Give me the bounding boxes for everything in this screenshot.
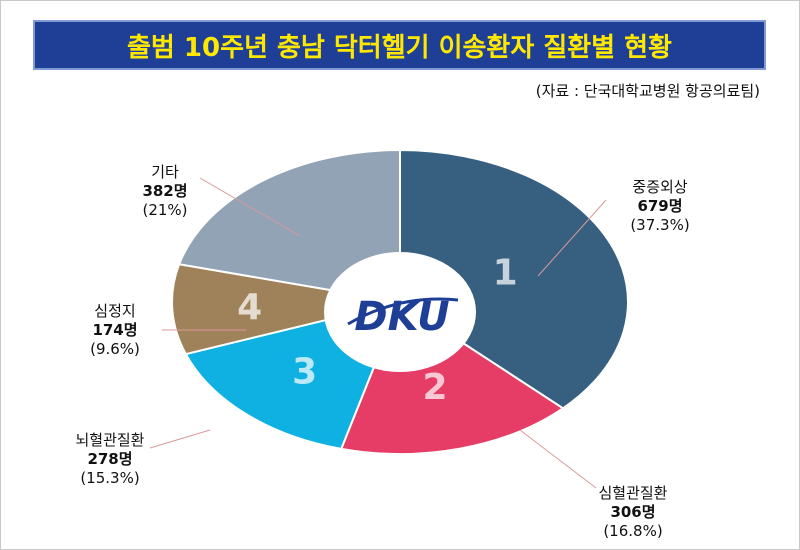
dku-logo: DKU bbox=[354, 294, 449, 340]
slice-trauma bbox=[399, 148, 629, 410]
slice-other bbox=[177, 148, 401, 304]
slice-count: 382명 bbox=[142, 182, 188, 200]
leader-line bbox=[537, 199, 607, 277]
slice-percent: (16.8%) bbox=[603, 522, 663, 540]
slice-cardiac-arrest bbox=[171, 263, 401, 356]
slice-name: 중증외상 bbox=[632, 178, 688, 196]
leader-line bbox=[199, 177, 301, 237]
slice-rank-3: 3 bbox=[292, 352, 317, 393]
title-banner: 출범 10주년 충남 닥터헬기 이송환자 질환별 현황 bbox=[33, 20, 766, 70]
slice-count: 306명 bbox=[610, 503, 656, 521]
slice-name: 심정지 bbox=[94, 302, 136, 320]
leader-line bbox=[519, 429, 597, 489]
slice-label-cardiac-arrest: 심정지 174명 (9.6%) bbox=[60, 302, 170, 359]
slice-name: 뇌혈관질환 bbox=[75, 431, 145, 449]
slice-percent: (15.3%) bbox=[80, 469, 140, 487]
center-hole bbox=[324, 252, 476, 372]
source-note: (자료 : 단국대학교병원 항공의료팀) bbox=[535, 82, 760, 100]
slice-name: 심혈관질환 bbox=[598, 484, 668, 502]
slice-percent: (9.6%) bbox=[90, 340, 140, 358]
slice-label-cerebrovascular: 뇌혈관질환 278명 (15.3%) bbox=[40, 431, 180, 488]
logo-orbit bbox=[347, 297, 459, 326]
slice-label-cardiovascular: 심혈관질환 306명 (16.8%) bbox=[568, 484, 698, 541]
slice-label-other: 기타 382명 (21%) bbox=[110, 163, 220, 220]
slice-count: 278명 bbox=[87, 450, 133, 468]
leader-line bbox=[149, 429, 211, 449]
slice-label-trauma: 중증외상 679명 (37.3%) bbox=[600, 178, 720, 235]
slice-percent: (21%) bbox=[142, 201, 188, 219]
slice-count: 174명 bbox=[92, 321, 138, 339]
slice-percent: (37.3%) bbox=[630, 216, 690, 234]
chart-title: 출범 10주년 충남 닥터헬기 이송환자 질환별 현황 bbox=[127, 32, 672, 63]
slice-rank-4: 4 bbox=[237, 287, 262, 328]
slice-count: 679명 bbox=[637, 197, 683, 215]
slice-rank-1: 1 bbox=[493, 253, 518, 294]
slice-name: 기타 bbox=[151, 163, 179, 181]
slice-rank-2: 2 bbox=[422, 367, 447, 408]
